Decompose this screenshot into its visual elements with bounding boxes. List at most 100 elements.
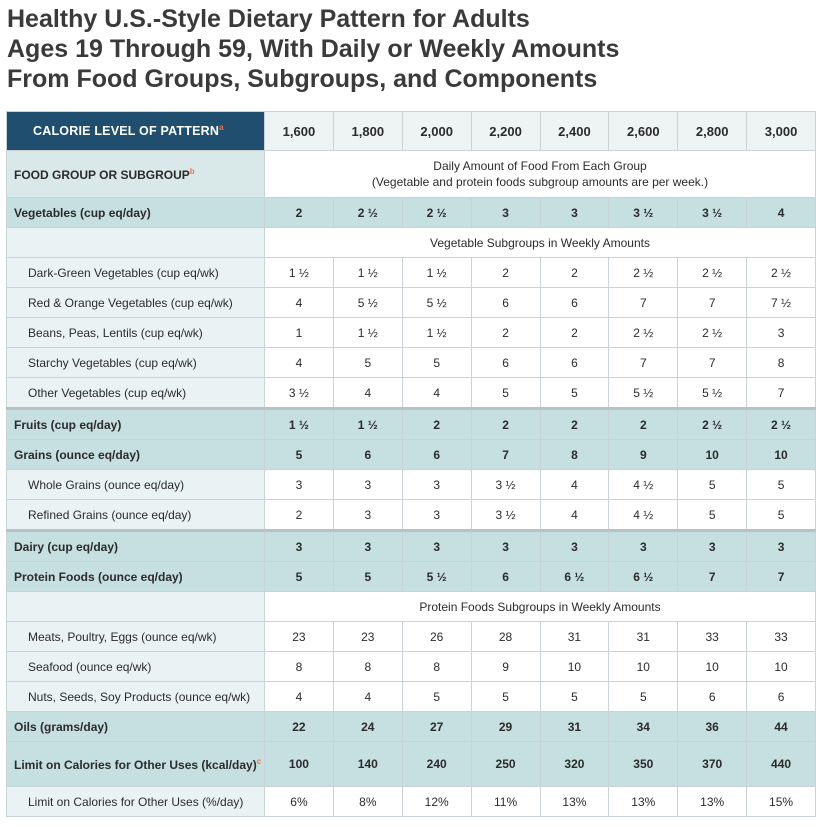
table-cell: 2 ½ bbox=[332, 197, 403, 228]
row-label-text: Other Vegetables (cup eq/wk) bbox=[28, 385, 187, 400]
row-label-text: Protein Foods (ounce eq/day) bbox=[14, 569, 183, 584]
calorie-col-1: 1,600 bbox=[264, 111, 334, 151]
calorie-level-header: CALORIE LEVEL OF PATTERNa bbox=[6, 111, 265, 151]
table-cell: 3 bbox=[332, 469, 403, 500]
table-row: Oils (grams/day) 22 24 27 29 31 34 36 44 bbox=[6, 711, 816, 742]
table-cell: 4 bbox=[264, 681, 334, 712]
table-cell: 5 bbox=[539, 377, 610, 409]
calorie-col-6: 2,600 bbox=[608, 111, 679, 151]
table-row: Starchy Vegetables (cup eq/wk) 4 5 5 6 6 7 7 8 bbox=[6, 347, 816, 378]
table-cell: 1 ½ bbox=[264, 257, 334, 288]
table-cell: 10 bbox=[608, 651, 679, 682]
table-cell: 10 bbox=[539, 651, 610, 682]
table-cell: 3 bbox=[677, 529, 748, 562]
table-cell: 5 ½ bbox=[332, 287, 403, 318]
row-label bbox=[6, 591, 265, 622]
table-cell: 7 bbox=[608, 347, 679, 378]
footnote-marker: b bbox=[189, 166, 195, 176]
table-cell: 4 bbox=[746, 197, 816, 228]
row-label: Fruits (cup eq/day) bbox=[6, 407, 265, 440]
table-cell: 7 bbox=[746, 561, 816, 592]
table-cell: 6 bbox=[539, 347, 610, 378]
table-cell: 33 bbox=[746, 621, 816, 652]
table-cell: 6 bbox=[746, 681, 816, 712]
table-cell: 1 ½ bbox=[332, 407, 403, 440]
table-cell: 31 bbox=[539, 711, 610, 742]
footnote-marker: c bbox=[256, 756, 262, 766]
table-cell: 4 bbox=[401, 377, 472, 409]
table-cell: 8 bbox=[401, 651, 472, 682]
table-cell: 24 bbox=[332, 711, 403, 742]
table-cell: 3 bbox=[264, 529, 334, 562]
table-cell: 5 ½ bbox=[401, 561, 472, 592]
table-cell: 34 bbox=[608, 711, 679, 742]
table-cell: 5 bbox=[332, 347, 403, 378]
calorie-col-2: 1,800 bbox=[332, 111, 403, 151]
table-cell: 2 ½ bbox=[677, 257, 748, 288]
table-cell: 4 bbox=[264, 287, 334, 318]
table-cell: 5 bbox=[264, 561, 334, 592]
table-cell: 5 bbox=[746, 469, 816, 500]
table-cell: 12% bbox=[401, 786, 472, 817]
table-cell: 2 ½ bbox=[677, 407, 748, 440]
calorie-col-5: 2,400 bbox=[539, 111, 610, 151]
table-cell: 5 bbox=[470, 681, 541, 712]
table-cell: 3 bbox=[332, 529, 403, 562]
table-cell: 4 bbox=[332, 681, 403, 712]
table-cell: 9 bbox=[608, 439, 679, 470]
table-cell: 3 ½ bbox=[677, 197, 748, 228]
table-cell: 5 ½ bbox=[677, 377, 748, 409]
table-cell: 370 bbox=[677, 741, 748, 787]
table-cell: 31 bbox=[608, 621, 679, 652]
row-label-text: Beans, Peas, Lentils (cup eq/wk) bbox=[28, 325, 203, 340]
table-cell: 1 ½ bbox=[332, 317, 403, 348]
table-cell: 8 bbox=[332, 651, 403, 682]
table-cell: 13% bbox=[608, 786, 679, 817]
food-group-label: FOOD GROUP OR SUBGROUPb bbox=[6, 150, 265, 198]
table-cell: 10 bbox=[677, 651, 748, 682]
table-cell: 9 bbox=[470, 651, 541, 682]
row-label: Grains (ounce eq/day) bbox=[6, 439, 265, 470]
table-cell: 3 bbox=[401, 529, 472, 562]
footnote-marker: a bbox=[219, 123, 224, 133]
table-cell: 2 bbox=[264, 197, 334, 228]
table-cell: 5 bbox=[608, 681, 679, 712]
table-cell: 6 bbox=[539, 287, 610, 318]
row-label: Beans, Peas, Lentils (cup eq/wk) bbox=[6, 317, 265, 348]
table-cell: 23 bbox=[264, 621, 334, 652]
table-cell: 7 bbox=[677, 347, 748, 378]
table-cell: 2 bbox=[470, 257, 541, 288]
table-row: Limit on Calories for Other Uses (kcal/d… bbox=[6, 741, 816, 787]
table-row: Limit on Calories for Other Uses (%/day)… bbox=[6, 786, 816, 817]
table-row: Nuts, Seeds, Soy Products (ounce eq/wk) 4… bbox=[6, 681, 816, 712]
table-cell: 5 ½ bbox=[401, 287, 472, 318]
table-cell: 3 bbox=[332, 499, 403, 531]
table-cell: 8% bbox=[332, 786, 403, 817]
table-cell: 5 bbox=[401, 347, 472, 378]
row-label-text: Nuts, Seeds, Soy Products (ounce eq/wk) bbox=[28, 689, 251, 704]
table-cell: 3 bbox=[264, 469, 334, 500]
table-cell: 3 bbox=[539, 529, 610, 562]
table-cell: 27 bbox=[401, 711, 472, 742]
table-row: Vegetable Subgroups in Weekly Amounts bbox=[6, 227, 816, 258]
table-cell: 10 bbox=[677, 439, 748, 470]
table-cell: 8 bbox=[264, 651, 334, 682]
row-label: Red & Orange Vegetables (cup eq/wk) bbox=[6, 287, 265, 318]
table-cell: 5 bbox=[332, 561, 403, 592]
table-cell: 6% bbox=[264, 786, 334, 817]
row-label: Starchy Vegetables (cup eq/wk) bbox=[6, 347, 265, 378]
table-cell: 26 bbox=[401, 621, 472, 652]
daily-amount-note: Daily Amount of Food From Each Group (Ve… bbox=[264, 150, 816, 198]
title-line-3: From Food Groups, Subgroups, and Compone… bbox=[7, 65, 598, 93]
table-cell: 2 ½ bbox=[608, 257, 679, 288]
table-cell: 5 bbox=[470, 377, 541, 409]
row-label: Refined Grains (ounce eq/day) bbox=[6, 499, 265, 531]
row-label: Other Vegetables (cup eq/wk) bbox=[6, 377, 265, 409]
table-cell: 1 ½ bbox=[401, 257, 472, 288]
